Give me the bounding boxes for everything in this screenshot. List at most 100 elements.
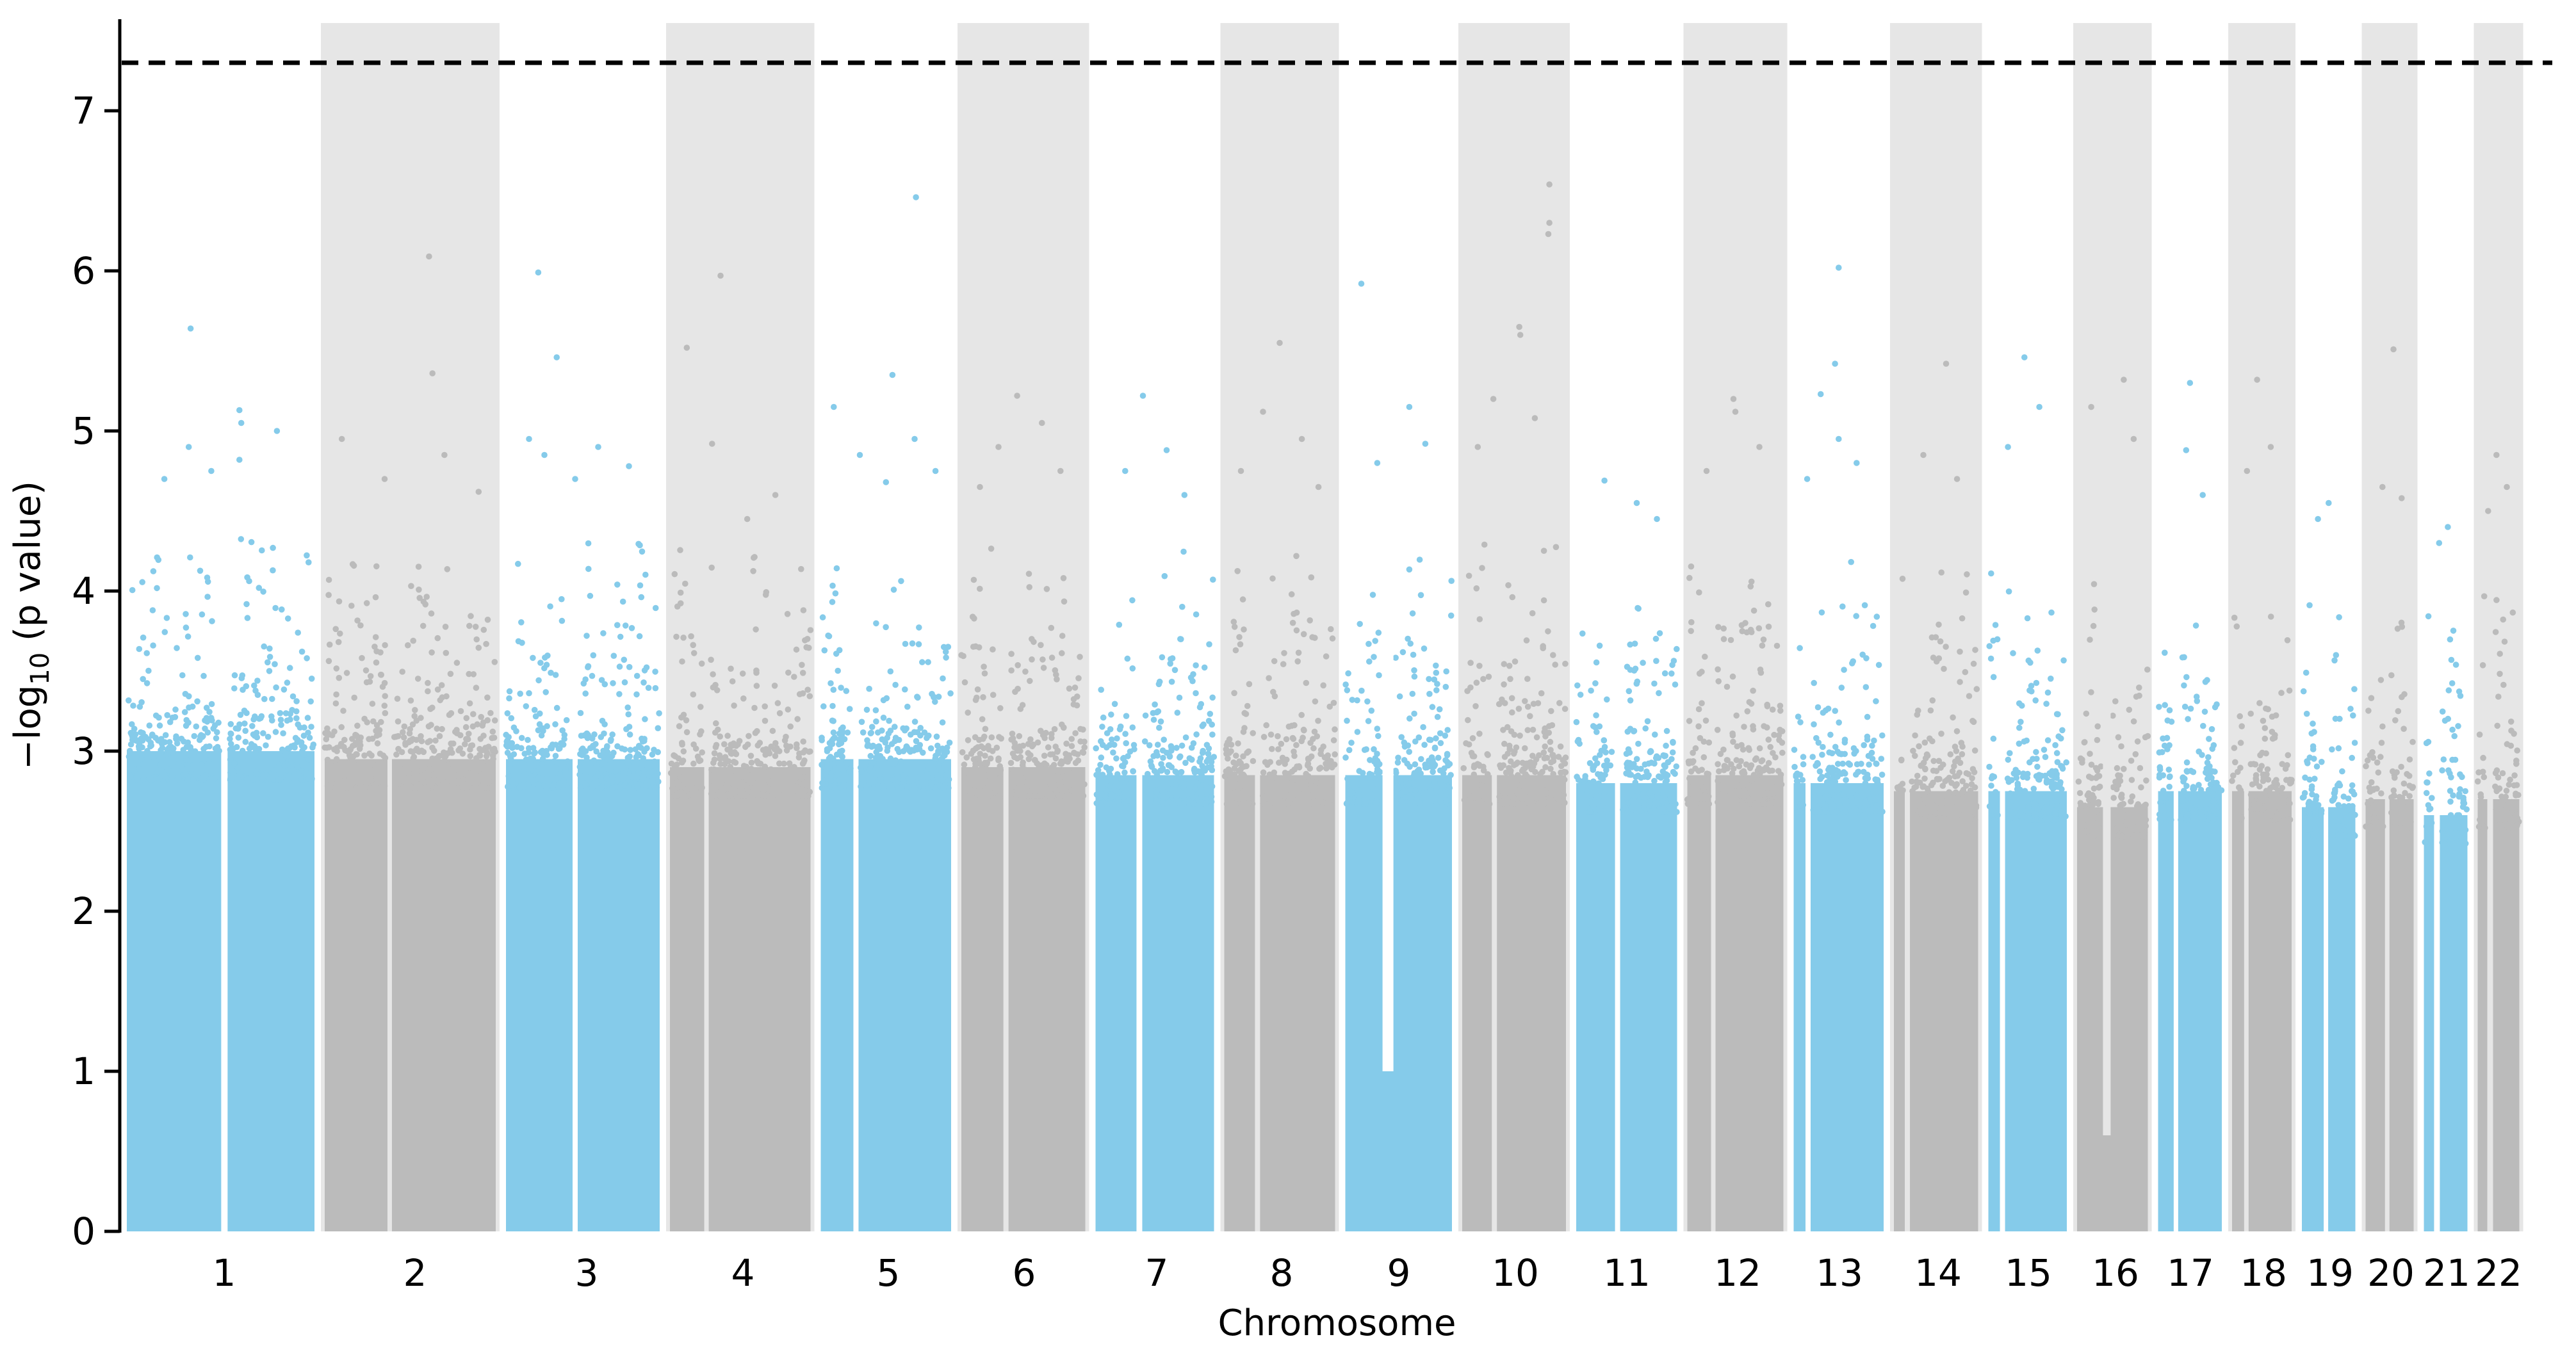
outlier-point-chr10	[1490, 396, 1497, 402]
outlier-point-chr13	[1817, 391, 1824, 398]
outlier-point-chr3	[541, 451, 548, 458]
outlier-point-chr5	[856, 451, 863, 458]
x-tick-label-chr14: 14	[1914, 1251, 1962, 1295]
outlier-point-chr2	[338, 435, 345, 442]
outlier-point-chr18	[2244, 467, 2251, 474]
outlier-point-chr10	[1546, 220, 1553, 226]
x-tick-label-chr1: 1	[213, 1251, 236, 1295]
points-chr11	[1573, 604, 1680, 1231]
x-tick-label-chr16: 16	[2092, 1251, 2139, 1295]
outlier-point-chr1	[273, 428, 281, 434]
outlier-point-chr6	[1057, 467, 1064, 474]
y-axis-title: −log10 (p value)	[7, 481, 55, 770]
outlier-point-chr6	[995, 444, 1002, 450]
points-chr18	[2229, 613, 2295, 1231]
outlier-point-chr8	[1276, 339, 1283, 346]
outlier-point-chr5	[932, 467, 939, 474]
points-chr4	[667, 547, 814, 1231]
points-chr19	[2299, 602, 2358, 1231]
x-tick-label-chr20: 20	[2367, 1251, 2415, 1295]
outlier-point-chr10	[1517, 332, 1524, 338]
x-tick-label-chr18: 18	[2240, 1251, 2287, 1295]
outlier-point-chr8	[1315, 483, 1322, 490]
outlier-point-chr6	[1014, 393, 1020, 399]
points-chr12	[1684, 563, 1786, 1231]
outlier-point-chr20	[2399, 495, 2405, 501]
centromere-gap-chr9	[1382, 511, 1394, 1071]
points-chr22	[2474, 593, 2522, 1231]
outlier-point-chr14	[1920, 451, 1927, 458]
outlier-point-chr4	[683, 345, 690, 351]
x-tick-label-chr11: 11	[1603, 1251, 1651, 1295]
outlier-point-chr8	[1260, 409, 1266, 415]
x-tick-label-chr13: 13	[1816, 1251, 1863, 1295]
outlier-point-chr4	[772, 492, 779, 498]
outlier-point-chr15	[2005, 444, 2011, 450]
x-tick-label-chr6: 6	[1013, 1251, 1036, 1295]
outlier-point-chr19	[2326, 499, 2332, 507]
outlier-point-chr5	[883, 479, 890, 485]
outlier-point-chr13	[1854, 460, 1860, 466]
outlier-point-chr12	[1756, 444, 1763, 450]
x-tick-label-chr8: 8	[1270, 1251, 1294, 1295]
outlier-point-chr11	[1633, 499, 1640, 507]
x-tick-label-chr22: 22	[2475, 1251, 2522, 1295]
outlier-point-chr17	[2187, 380, 2194, 386]
outlier-point-chr16	[2121, 377, 2127, 383]
outlier-point-chr11	[1654, 515, 1660, 523]
outlier-point-chr2	[475, 489, 482, 495]
y-tick-label: 2	[72, 889, 95, 933]
y-tick-label: 6	[72, 249, 95, 293]
y-tick-label: 5	[72, 409, 95, 453]
outlier-point-chr16	[2130, 435, 2137, 442]
x-tick-label-chr12: 12	[1714, 1251, 1761, 1295]
outlier-point-chr4	[744, 515, 751, 523]
snp-points	[126, 181, 2522, 1231]
outlier-point-chr17	[2183, 447, 2190, 453]
outlier-point-chr13	[1836, 435, 1842, 442]
x-tick-label-chr10: 10	[1492, 1251, 1539, 1295]
outlier-point-chr16	[2088, 403, 2094, 410]
outlier-point-chr6	[977, 483, 983, 490]
points-chr7	[1093, 548, 1218, 1231]
y-tick-label: 1	[72, 1050, 95, 1093]
outlier-point-chr5	[913, 194, 919, 200]
outlier-point-chr7	[1181, 492, 1188, 498]
y-tick-label: 7	[72, 89, 95, 133]
points-chr20	[2363, 619, 2417, 1231]
outlier-point-chr1	[161, 476, 168, 482]
outlier-point-chr22	[2504, 483, 2510, 490]
x-tick-label-chr9: 9	[1387, 1251, 1411, 1295]
outlier-point-chr8	[1298, 435, 1305, 442]
y-tick-label: 4	[72, 569, 95, 613]
outlier-point-chr10	[1545, 231, 1552, 238]
points-chr5	[819, 565, 954, 1231]
outlier-point-chr3	[526, 435, 532, 442]
outlier-point-chr18	[2254, 377, 2260, 383]
x-tick-label-chr2: 2	[404, 1251, 427, 1295]
outlier-point-chr3	[535, 269, 542, 276]
outlier-point-chr7	[1139, 393, 1146, 399]
points-chr16	[2075, 581, 2151, 1231]
outlier-point-chr10	[1531, 415, 1538, 421]
outlier-point-chr12	[1703, 467, 1710, 474]
x-tick-label-chr3: 3	[575, 1251, 599, 1295]
outlier-point-chr1	[208, 467, 215, 474]
outlier-point-chr14	[1943, 361, 1950, 367]
outlier-point-chr3	[572, 476, 578, 482]
x-tick-label-chr4: 4	[731, 1251, 755, 1295]
x-tick-label-chr19: 19	[2306, 1251, 2354, 1295]
outlier-point-chr1	[236, 407, 243, 414]
x-axis: 1 2 3 4 5 6 7 8 9 10 11 12 13 14 15 16 17 18 19 20 21 22Chrom…	[213, 1251, 2522, 1344]
outlier-point-chr10	[1516, 323, 1522, 330]
outlier-point-chr4	[709, 441, 715, 447]
outlier-point-chr11	[1601, 477, 1608, 484]
points-chr2	[322, 561, 498, 1231]
outlier-point-chr6	[1039, 419, 1045, 426]
y-axis: 0 1 2 3 4 5 6 7 −log10 (p value)	[7, 19, 122, 1253]
outlier-point-chr2	[441, 451, 448, 458]
outlier-point-chr9	[1358, 280, 1365, 287]
outlier-point-chr1	[238, 419, 245, 426]
